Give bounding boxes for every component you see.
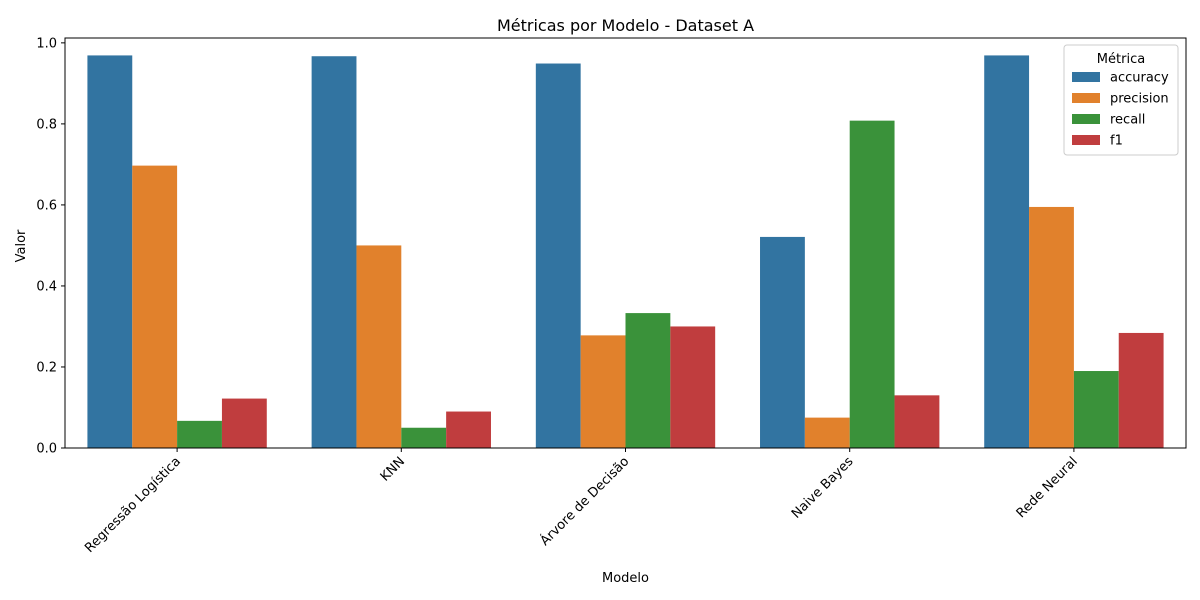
bar-precision-4 <box>1029 206 1074 448</box>
x-axis-label: Modelo <box>602 571 649 586</box>
x-tick-label: Árvore de Decisão <box>537 453 632 548</box>
legend-label-f1: f1 <box>1110 134 1123 149</box>
legend: Métrica accuracy precision recall f1 <box>1063 44 1179 156</box>
legend-swatch-accuracy <box>1072 72 1100 82</box>
legend-label-precision: precision <box>1110 92 1169 107</box>
y-tick-label: 0.8 <box>36 117 57 132</box>
bar-f1-0 <box>221 398 267 448</box>
bar-f1-3 <box>894 395 940 448</box>
bar-f1-1 <box>446 411 491 448</box>
chart-title: Métricas por Modelo - Dataset A <box>497 16 754 35</box>
bar-recall-2 <box>625 313 671 448</box>
legend-label-accuracy: accuracy <box>1110 71 1169 86</box>
bar-recall-0 <box>177 420 222 448</box>
x-tick-label: Rede Neural <box>1014 454 1081 521</box>
bar-accuracy-3 <box>760 236 805 448</box>
bar-accuracy-1 <box>311 56 357 448</box>
bar-precision-3 <box>804 417 850 448</box>
bar-recall-1 <box>401 427 447 448</box>
y-tick-label: 0.2 <box>36 360 57 375</box>
bar-f1-2 <box>670 326 716 448</box>
legend-swatch-recall <box>1072 114 1100 124</box>
x-tick-label: Regressão Logística <box>82 454 184 556</box>
plot-area: 0.0 0.2 0.4 0.6 0.8 1.0 Regressão Logística KNN… <box>36 36 1187 556</box>
bar-accuracy-0 <box>87 55 133 448</box>
bar-precision-2 <box>580 335 626 448</box>
x-tick-label: KNN <box>378 454 408 484</box>
legend-swatch-precision <box>1072 93 1100 103</box>
bar-f1-4 <box>1118 332 1164 448</box>
bar-recall-4 <box>1073 371 1119 448</box>
bar-accuracy-2 <box>535 63 581 449</box>
legend-swatch-f1 <box>1072 135 1100 145</box>
x-tick-label: Naive Bayes <box>789 454 857 522</box>
y-tick-label: 1.0 <box>36 36 57 51</box>
y-axis-label: Valor <box>14 229 29 262</box>
bar-precision-1 <box>356 245 402 448</box>
legend-title: Métrica <box>1097 52 1145 67</box>
bar-accuracy-4 <box>984 55 1030 448</box>
bar-recall-3 <box>849 120 895 448</box>
y-tick-label: 0.6 <box>36 198 57 213</box>
y-tick-label: 0.0 <box>36 442 57 457</box>
bar-precision-0 <box>132 165 178 448</box>
legend-label-recall: recall <box>1110 113 1145 128</box>
y-tick-label: 0.4 <box>36 279 57 294</box>
